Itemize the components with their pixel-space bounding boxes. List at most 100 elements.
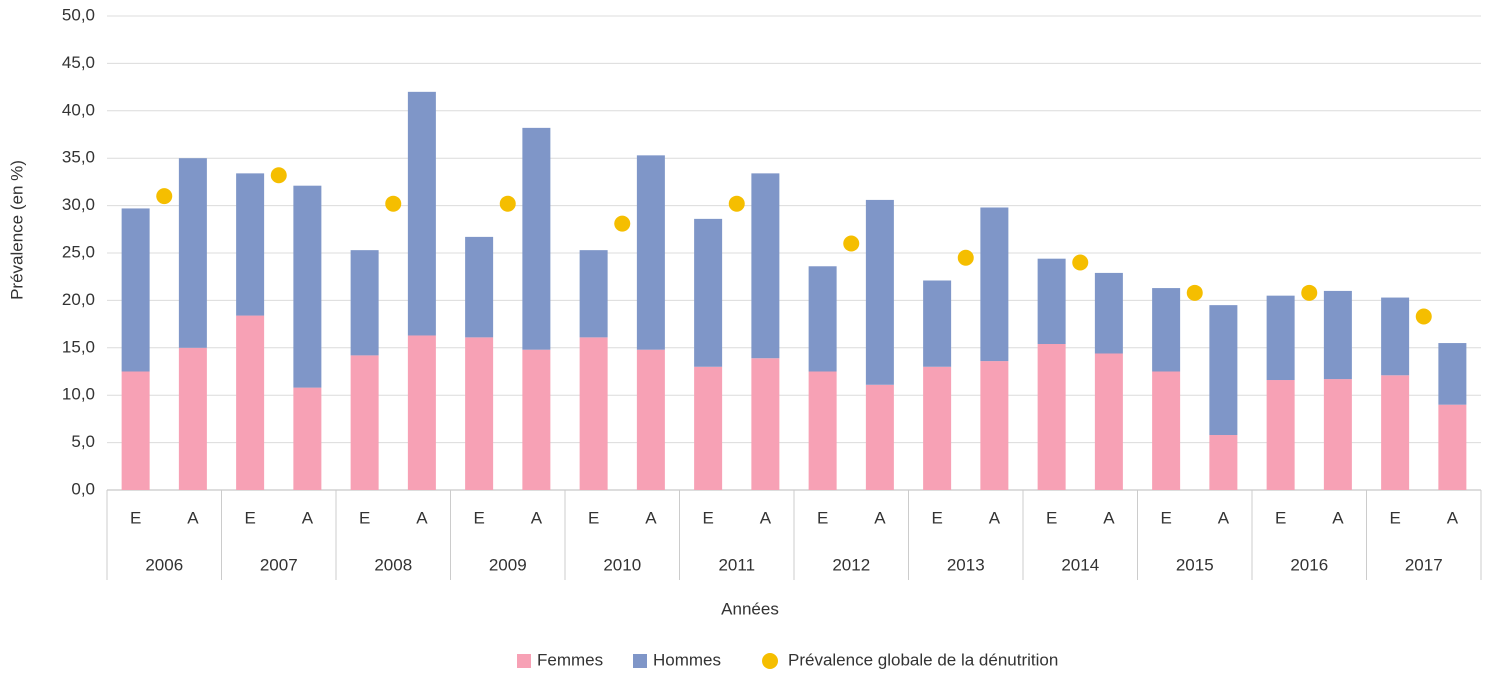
bar-segment: [923, 366, 952, 490]
bar-segment: [751, 358, 780, 490]
bar-segment: [350, 355, 379, 490]
x-tick-label: E: [1046, 508, 1057, 527]
bar-segment: [808, 266, 837, 372]
legend-label: Hommes: [653, 650, 721, 669]
bar-segment: [236, 173, 265, 316]
y-tick-label: 40,0: [62, 100, 95, 119]
y-tick-label: 5,0: [71, 432, 95, 451]
x-tick-label: E: [702, 508, 713, 527]
y-tick-label: 20,0: [62, 290, 95, 309]
x-tick-label: A: [645, 508, 657, 527]
x-tick-label: E: [931, 508, 942, 527]
group-label: 2010: [603, 555, 641, 574]
bar-segment: [980, 361, 1009, 490]
prevalence-dot: [1301, 284, 1318, 301]
y-tick-label: 10,0: [62, 385, 95, 404]
bar-segment: [293, 185, 322, 388]
x-tick-label: E: [1160, 508, 1171, 527]
bar-segment: [923, 280, 952, 367]
bar-segment: [465, 236, 494, 338]
group-label: 2017: [1405, 555, 1443, 574]
y-axis-title: Prévalence (en %): [7, 160, 26, 300]
legend-marker: [762, 653, 778, 669]
y-tick-label: 35,0: [62, 148, 95, 167]
bar-segment: [1152, 288, 1181, 372]
bar-segment: [1209, 435, 1238, 490]
bar-segment: [1438, 343, 1467, 405]
bar-segment: [522, 127, 551, 350]
y-tick-label: 50,0: [62, 5, 95, 24]
x-tick-label: E: [588, 508, 599, 527]
prevalence-dot: [957, 249, 974, 266]
group-label: 2012: [832, 555, 870, 574]
group-label: 2011: [718, 555, 755, 574]
bar-segment: [1323, 379, 1352, 490]
bar-segment: [236, 315, 265, 490]
prevalence-dot: [1415, 308, 1432, 325]
x-tick-label: E: [359, 508, 370, 527]
legend-marker: [517, 654, 531, 668]
bar-segment: [121, 371, 150, 490]
bar-segment: [1037, 258, 1066, 345]
y-tick-label: 0,0: [71, 479, 95, 498]
bar-segment: [808, 371, 837, 490]
x-tick-label: A: [989, 508, 1001, 527]
x-tick-label: A: [1447, 508, 1459, 527]
bar-segment: [980, 207, 1009, 362]
bar-segment: [1266, 295, 1295, 381]
group-label: 2016: [1290, 555, 1328, 574]
group-label: 2015: [1176, 555, 1214, 574]
bar-segment: [694, 366, 723, 490]
y-tick-label: 45,0: [62, 53, 95, 72]
bar-segment: [579, 337, 608, 490]
prevalence-dot: [1186, 284, 1203, 301]
x-tick-label: A: [1332, 508, 1344, 527]
group-label: 2006: [145, 555, 183, 574]
bar-segment: [178, 347, 207, 490]
bar-segment: [1152, 371, 1181, 490]
group-label: 2007: [260, 555, 298, 574]
x-tick-label: E: [817, 508, 828, 527]
legend-label: Femmes: [537, 650, 603, 669]
x-axis-title: Années: [721, 599, 779, 618]
x-tick-label: A: [531, 508, 543, 527]
bar-segment: [1323, 290, 1352, 380]
x-tick-label: E: [473, 508, 484, 527]
bar-segment: [751, 173, 780, 359]
prevalence-dot: [270, 167, 287, 184]
group-label: 2014: [1061, 555, 1099, 574]
y-tick-label: 30,0: [62, 195, 95, 214]
x-tick-label: A: [302, 508, 314, 527]
x-tick-label: A: [1218, 508, 1230, 527]
group-label: 2013: [947, 555, 985, 574]
prevalence-dot: [843, 235, 860, 252]
y-tick-label: 15,0: [62, 337, 95, 356]
bar-segment: [407, 91, 436, 336]
bar-segment: [1094, 353, 1123, 490]
prevalence-dot: [1072, 254, 1089, 271]
bar-segment: [694, 218, 723, 367]
prevalence-dot: [156, 188, 173, 205]
bar-segment: [865, 384, 894, 490]
x-tick-label: A: [187, 508, 199, 527]
bar-segment: [1438, 404, 1467, 490]
bar-segment: [1266, 380, 1295, 490]
bar-segment: [865, 199, 894, 385]
legend-marker: [633, 654, 647, 668]
bar-segment: [293, 387, 322, 490]
x-tick-label: E: [130, 508, 141, 527]
x-tick-label: A: [760, 508, 772, 527]
group-label: 2009: [489, 555, 527, 574]
prevalence-dot: [385, 195, 402, 212]
x-tick-label: A: [1103, 508, 1115, 527]
x-tick-label: A: [874, 508, 886, 527]
prevalence-dot: [728, 195, 745, 212]
bar-segment: [636, 155, 665, 350]
bar-segment: [350, 250, 379, 356]
legend-label: Prévalence globale de la dénutrition: [788, 650, 1058, 669]
bar-segment: [636, 349, 665, 490]
bar-segment: [465, 337, 494, 490]
bar-segment: [1381, 297, 1410, 376]
prevalence-dot: [499, 195, 516, 212]
